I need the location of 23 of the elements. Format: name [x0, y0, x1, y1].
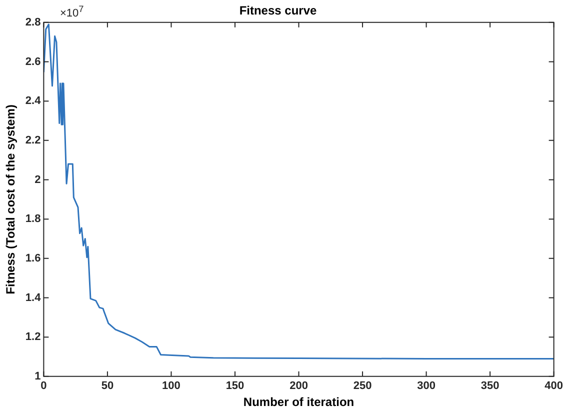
- x-axis-title: Number of iteration: [243, 395, 354, 410]
- y-tick-label: 1.6: [25, 252, 41, 264]
- y-tick-label: 1.8: [25, 213, 41, 226]
- x-tick-label: 400: [544, 380, 564, 392]
- x-tick-label: 350: [480, 380, 500, 392]
- x-tick-label: 250: [353, 380, 372, 392]
- y-tick-label: 2.8: [25, 16, 41, 28]
- x-tick-label: 50: [101, 380, 114, 392]
- y-tick-label: 2.6: [25, 56, 41, 68]
- x-tick-label: 200: [290, 380, 308, 392]
- y-tick-label: 1: [34, 370, 41, 382]
- x-tick-label: 150: [226, 380, 244, 392]
- y-tick-label: 1.2: [25, 331, 41, 344]
- x-tick-label: 0: [40, 380, 47, 392]
- y-tick-label: 2.2: [25, 134, 41, 146]
- y-tick-label: 2.4: [25, 95, 42, 108]
- y-tick-label: 1.4: [25, 292, 42, 304]
- x-tick-label: 100: [162, 380, 180, 392]
- x-tick-label: 300: [417, 380, 436, 392]
- text: ×10$^{7}$: [60, 4, 84, 20]
- y-tick-label: 2: [34, 174, 41, 186]
- y-axis-title: Fitness (Total cost of the system): [4, 104, 18, 294]
- chart-title: Fitness curve: [239, 4, 318, 18]
